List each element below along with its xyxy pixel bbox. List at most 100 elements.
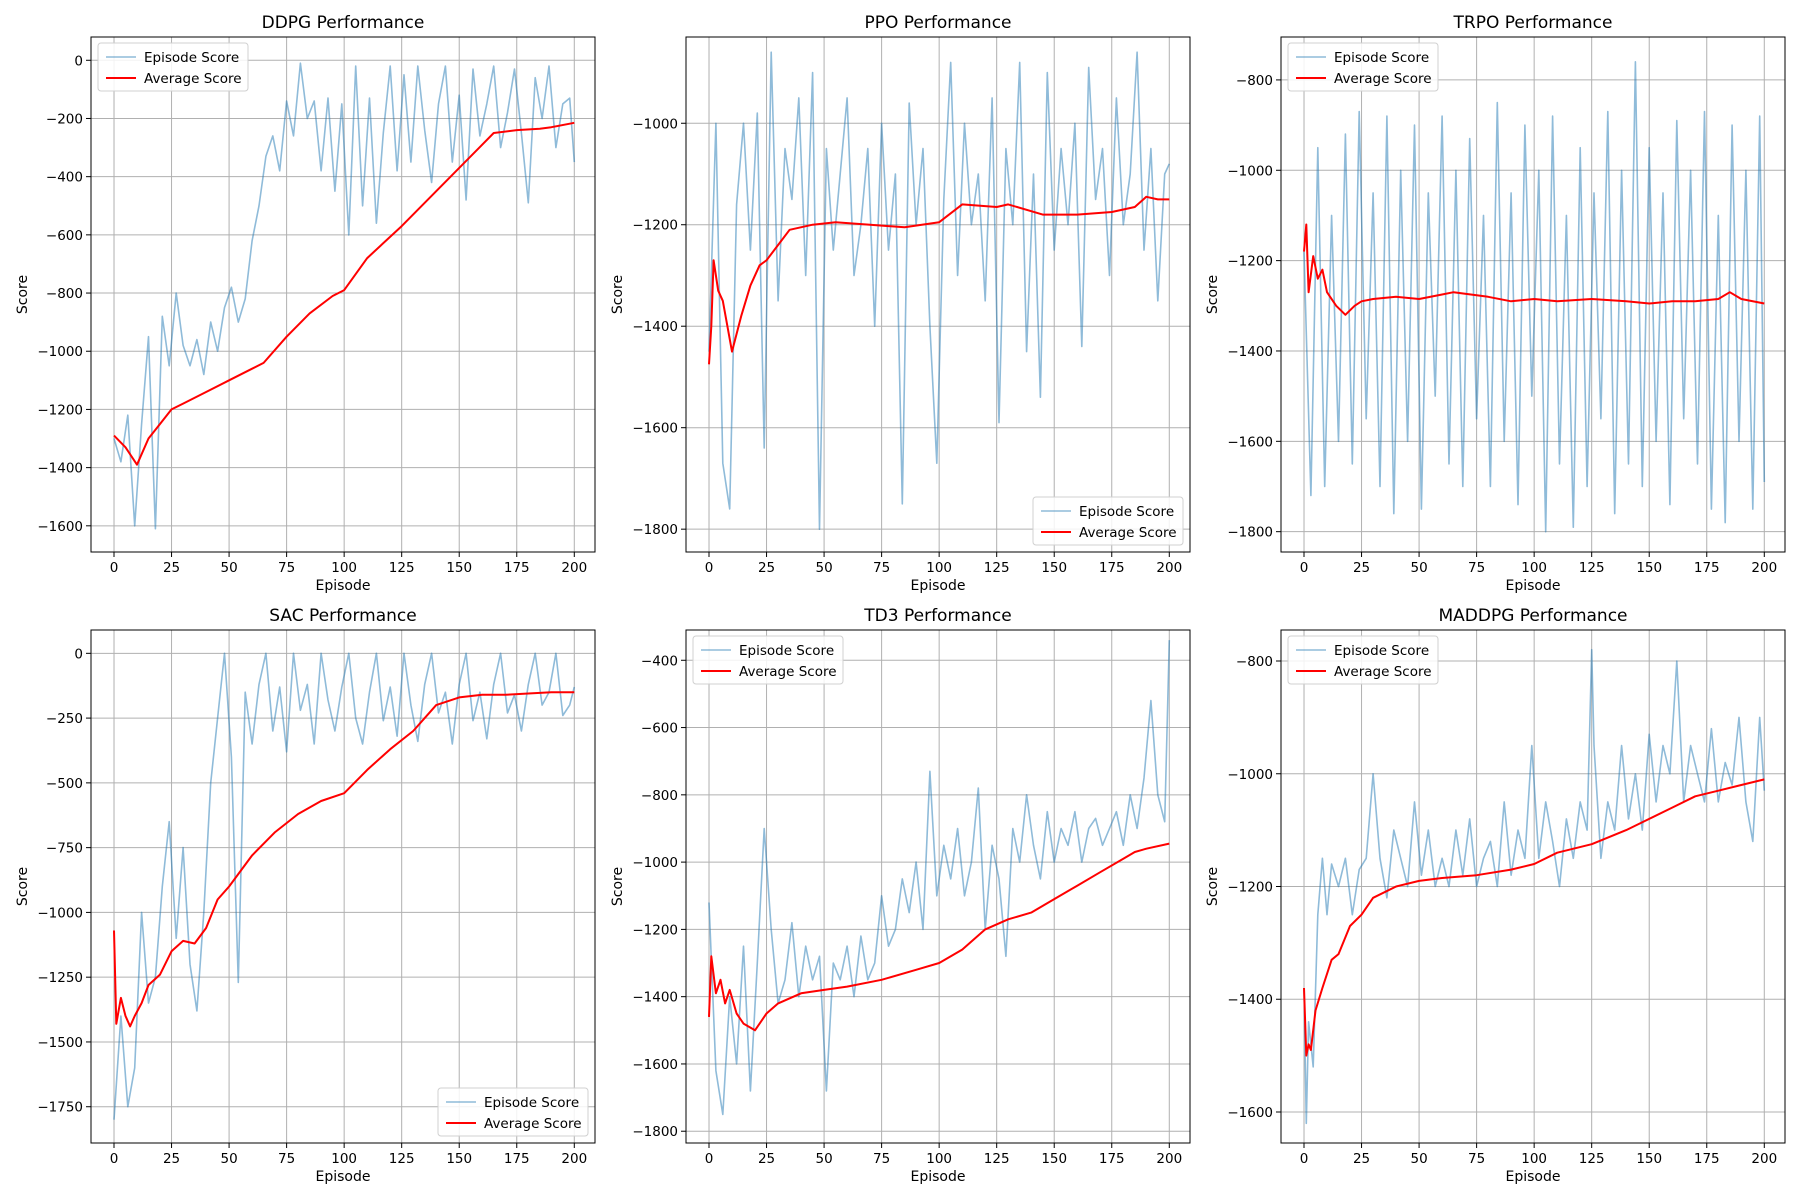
x-tick-label: 125 xyxy=(389,560,415,576)
y-tick-label: −1000 xyxy=(37,905,83,921)
legend: Episode Score Average Score xyxy=(98,43,248,91)
y-axis-label: Score xyxy=(1205,275,1221,314)
x-tick-label: 100 xyxy=(331,560,357,576)
x-tick-label: 25 xyxy=(1353,560,1370,576)
x-tick-label: 125 xyxy=(1579,560,1605,576)
x-tick-label: 0 xyxy=(110,560,119,576)
legend-label: Average Score xyxy=(484,1116,582,1132)
x-tick-label: 200 xyxy=(1751,560,1777,576)
x-tick-label: 150 xyxy=(1636,1151,1662,1167)
plot-area xyxy=(91,630,595,1143)
x-tick-label: 75 xyxy=(873,1151,890,1167)
x-tick-label: 25 xyxy=(163,1151,180,1167)
x-axis-label: Episode xyxy=(316,578,371,594)
figure: 0 25 50 75 100 125 150 175 200 −1600 −1400 −1200 −10… xyxy=(0,0,1800,1200)
legend: Episode Score Average Score xyxy=(693,636,843,684)
legend-label: Average Score xyxy=(144,71,242,87)
y-tick-label: −800 xyxy=(641,788,678,804)
y-tick-label: 0 xyxy=(74,646,83,662)
x-tick-label: 200 xyxy=(561,560,587,576)
x-tick-label: 100 xyxy=(1521,1151,1547,1167)
x-tick-label: 150 xyxy=(1636,560,1662,576)
y-axis-label: Score xyxy=(610,867,626,906)
x-axis-label: Episode xyxy=(1506,578,1561,594)
y-tick-label: −1600 xyxy=(1227,434,1273,450)
x-tick-label: 25 xyxy=(758,560,775,576)
chart-title: PPO Performance xyxy=(864,13,1011,33)
y-tick-label: −1200 xyxy=(632,218,678,234)
y-tick-label: −1000 xyxy=(632,855,678,871)
x-tick-label: 50 xyxy=(815,1151,832,1167)
x-tick-label: 50 xyxy=(1410,1151,1427,1167)
legend-label: Average Score xyxy=(1334,664,1432,680)
y-tick-label: −1800 xyxy=(632,522,678,538)
legend-label: Average Score xyxy=(1334,71,1432,87)
x-tick-label: 125 xyxy=(389,1151,415,1167)
x-tick-label: 175 xyxy=(504,560,530,576)
y-tick-label: −1400 xyxy=(632,990,678,1006)
x-tick-label: 125 xyxy=(1579,1151,1605,1167)
y-tick-label: −1200 xyxy=(1227,254,1273,270)
y-tick-label: −1400 xyxy=(1227,344,1273,360)
legend-label: Episode Score xyxy=(1079,504,1174,520)
x-tick-label: 125 xyxy=(984,560,1010,576)
y-tick-label: −1200 xyxy=(632,922,678,938)
subplot-maddpg: 0 25 50 75 100 125 150 175 200 −1600 −1400 −1200 −10… xyxy=(1205,606,1785,1185)
legend-label: Episode Score xyxy=(484,1095,579,1111)
y-tick-label: −1800 xyxy=(1227,525,1273,541)
x-tick-label: 200 xyxy=(1156,560,1182,576)
legend: Episode Score Average Score xyxy=(1033,497,1183,545)
y-tick-label: −1600 xyxy=(632,1057,678,1073)
y-tick-label: −250 xyxy=(46,711,83,727)
x-tick-label: 100 xyxy=(1521,560,1547,576)
plot-area xyxy=(1281,37,1785,552)
y-tick-label: −1000 xyxy=(1227,767,1273,783)
x-tick-label: 0 xyxy=(110,1151,119,1167)
x-tick-label: 200 xyxy=(561,1151,587,1167)
x-axis-label: Episode xyxy=(316,1169,371,1185)
x-tick-label: 50 xyxy=(220,560,237,576)
chart-title: SAC Performance xyxy=(269,606,416,626)
y-tick-label: −800 xyxy=(1236,654,1273,670)
legend-label: Episode Score xyxy=(739,643,834,659)
x-axis-label: Episode xyxy=(911,578,966,594)
x-tick-label: 200 xyxy=(1156,1151,1182,1167)
y-tick-label: −600 xyxy=(641,721,678,737)
x-tick-label: 75 xyxy=(278,1151,295,1167)
x-tick-label: 50 xyxy=(220,1151,237,1167)
y-tick-label: −1600 xyxy=(1227,1105,1273,1121)
x-tick-label: 125 xyxy=(984,1151,1010,1167)
subplot-ddpg: 0 25 50 75 100 125 150 175 200 −1600 −1400 −1200 −10… xyxy=(15,13,595,594)
subplot-trpo: 0 25 50 75 100 125 150 175 200 −1800 −1600 −1400 −12… xyxy=(1205,13,1785,594)
x-tick-label: 25 xyxy=(1353,1151,1370,1167)
x-tick-label: 100 xyxy=(926,560,952,576)
y-tick-label: −600 xyxy=(46,228,83,244)
chart-title: TD3 Performance xyxy=(863,606,1011,626)
y-tick-label: −1500 xyxy=(37,1035,83,1051)
y-tick-label: −400 xyxy=(641,653,678,669)
y-tick-label: −1600 xyxy=(37,519,83,535)
y-tick-label: −1250 xyxy=(37,970,83,986)
y-tick-label: −1000 xyxy=(1227,163,1273,179)
x-tick-label: 175 xyxy=(1099,1151,1125,1167)
legend-label: Episode Score xyxy=(1334,50,1429,66)
x-tick-label: 75 xyxy=(278,560,295,576)
y-tick-label: −200 xyxy=(46,111,83,127)
x-tick-label: 75 xyxy=(1468,1151,1485,1167)
x-tick-label: 50 xyxy=(1410,560,1427,576)
x-tick-label: 75 xyxy=(1468,560,1485,576)
x-tick-label: 100 xyxy=(926,1151,952,1167)
chart-title: TRPO Performance xyxy=(1453,13,1613,33)
y-axis-label: Score xyxy=(15,275,31,314)
x-tick-label: 150 xyxy=(1041,560,1067,576)
x-tick-label: 175 xyxy=(1694,1151,1720,1167)
y-tick-label: −1000 xyxy=(632,116,678,132)
y-tick-label: −1400 xyxy=(632,319,678,335)
y-axis-label: Score xyxy=(15,867,31,906)
x-tick-label: 175 xyxy=(1694,560,1720,576)
y-axis-label: Score xyxy=(1205,867,1221,906)
x-axis-label: Episode xyxy=(911,1169,966,1185)
subplot-ppo: 0 25 50 75 100 125 150 175 200 −1800 −1600 −1400 −12… xyxy=(610,13,1190,594)
x-tick-label: 150 xyxy=(446,560,472,576)
legend: Episode Score Average Score xyxy=(438,1088,588,1136)
